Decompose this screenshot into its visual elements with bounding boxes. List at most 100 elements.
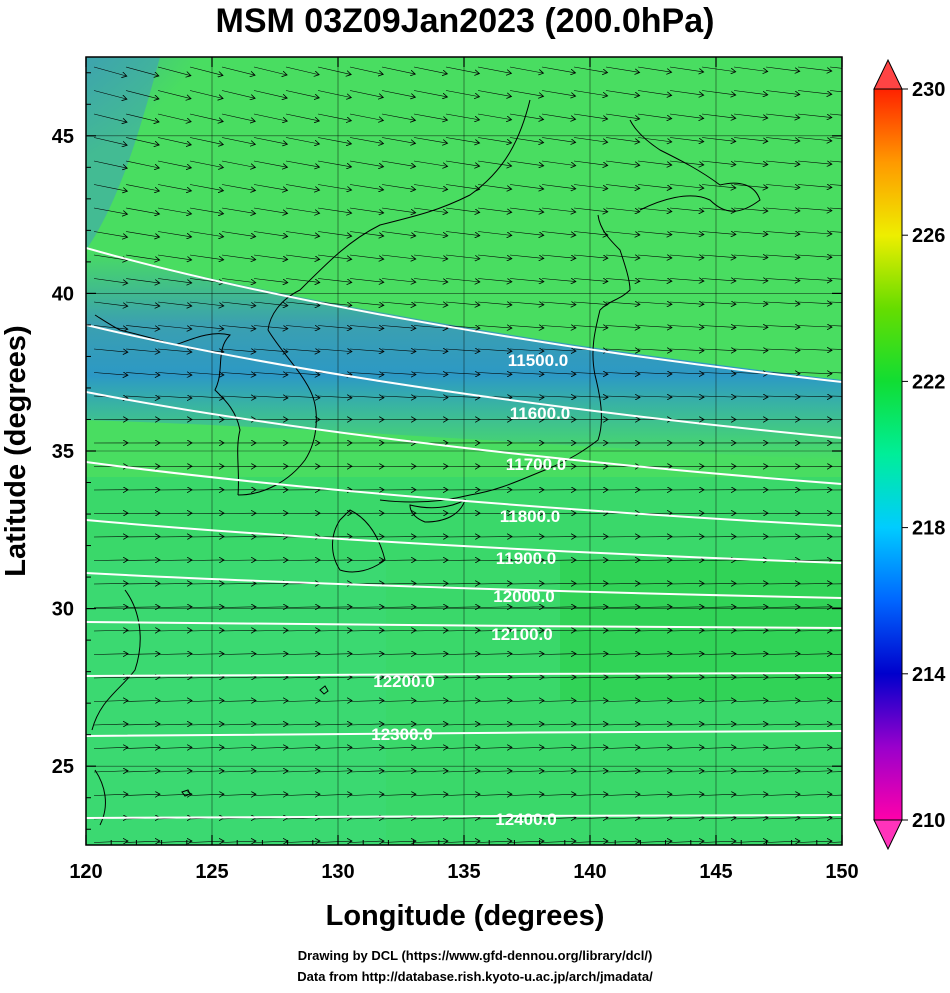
wind-arrow — [221, 583, 256, 584]
wind-arrow — [669, 232, 704, 235]
wind-arrow — [349, 66, 383, 74]
wind-arrow — [701, 794, 736, 795]
wind-arrow — [253, 583, 288, 584]
wind-arrow — [285, 396, 320, 398]
wind-arrow — [637, 184, 672, 189]
wind-arrow — [445, 278, 480, 282]
wind-arrow — [701, 607, 736, 608]
wind-arrow — [605, 396, 640, 397]
wind-arrow — [253, 396, 288, 398]
wind-arrow — [573, 137, 608, 143]
wind-arrow — [765, 208, 800, 211]
wind-arrow — [733, 160, 768, 165]
wind-arrow — [445, 747, 480, 748]
wind-arrow — [381, 560, 416, 561]
wind-arrow — [797, 373, 832, 374]
wind-arrow — [541, 373, 576, 375]
wind-arrow — [797, 137, 832, 141]
wind-arrow — [381, 724, 416, 725]
wind-arrow — [509, 747, 544, 748]
wind-arrow — [509, 113, 544, 119]
wind-arrow — [157, 654, 192, 655]
wind-arrow — [93, 724, 128, 725]
wind-arrow — [477, 747, 512, 748]
wind-arrow — [797, 794, 832, 795]
wind-arrow — [669, 841, 704, 842]
wind-arrow — [349, 396, 384, 398]
wind-arrow — [509, 677, 544, 678]
wind-arrow — [221, 278, 256, 283]
wind-arrow — [157, 677, 192, 678]
wind-arrow — [317, 349, 352, 352]
wind-arrow — [669, 630, 704, 631]
colorbar-tick-label: 226 — [912, 225, 945, 247]
wind-arrow — [573, 630, 608, 631]
wind-arrow — [189, 325, 224, 329]
wind-arrow — [605, 700, 640, 701]
wind-arrow — [445, 654, 480, 655]
wind-arrow — [157, 373, 192, 376]
wind-arrow — [637, 794, 672, 795]
wind-arrow — [765, 349, 800, 350]
wind-arrow — [253, 349, 288, 352]
wind-arrow — [797, 113, 832, 118]
wind-arrow — [829, 278, 842, 280]
wind-arrow — [733, 255, 768, 258]
wind-arrow — [125, 700, 160, 701]
wind-arrow — [605, 279, 640, 282]
wind-arrow — [317, 254, 352, 259]
wind-arrow — [189, 160, 223, 168]
wind-arrow — [317, 747, 352, 748]
wind-arrow — [509, 207, 544, 212]
wind-arrow — [253, 794, 288, 795]
wind-arrow — [381, 700, 416, 701]
wind-arrow — [605, 66, 640, 72]
wind-arrow — [285, 654, 320, 655]
wind-arrow — [381, 113, 415, 120]
wind-arrow — [413, 607, 448, 608]
wind-arrow — [477, 794, 512, 795]
wind-arrow — [669, 137, 704, 142]
wind-arrow — [637, 255, 672, 258]
wind-arrow — [413, 560, 448, 561]
wind-arrow — [349, 818, 384, 819]
wind-arrow — [381, 818, 416, 819]
wind-arrow — [509, 724, 544, 725]
wind-arrow — [349, 278, 384, 283]
wind-arrow — [829, 66, 842, 69]
wind-arrow — [317, 794, 352, 795]
wind-arrow — [253, 677, 288, 678]
wind-arrow — [509, 254, 544, 258]
chart-title: MSM 03Z09Jan2023 (200.0hPa) — [216, 2, 715, 40]
wind-arrow — [221, 747, 256, 748]
wind-arrow — [413, 90, 447, 97]
wind-arrow — [509, 66, 543, 73]
wind-arrow — [221, 137, 255, 145]
wind-arrow — [669, 255, 704, 258]
wind-arrow — [637, 818, 672, 819]
wind-arrow — [701, 724, 736, 725]
wind-arrow — [253, 231, 288, 237]
wind-arrow — [733, 677, 768, 678]
wind-arrow — [349, 184, 384, 190]
wind-arrow — [797, 208, 832, 211]
wind-arrow — [605, 607, 640, 608]
wind-arrow — [637, 583, 672, 584]
wind-arrow — [797, 607, 832, 608]
contour-line — [86, 391, 842, 485]
wind-arrow — [157, 160, 191, 168]
wind-arrow — [445, 231, 480, 236]
wind-arrow — [573, 560, 608, 561]
wind-arrow — [541, 90, 576, 97]
wind-arrow — [573, 326, 608, 328]
wind-arrow — [445, 771, 480, 772]
wind-arrow — [829, 583, 842, 585]
wind-arrow — [445, 302, 480, 305]
wind-arrow — [285, 560, 320, 561]
wind-arrow — [669, 373, 704, 374]
wind-arrow — [637, 160, 672, 165]
wind-arrow — [125, 841, 160, 842]
wind-arrow — [125, 160, 159, 168]
wind-arrow — [637, 373, 672, 375]
wind-arrow — [733, 630, 768, 631]
